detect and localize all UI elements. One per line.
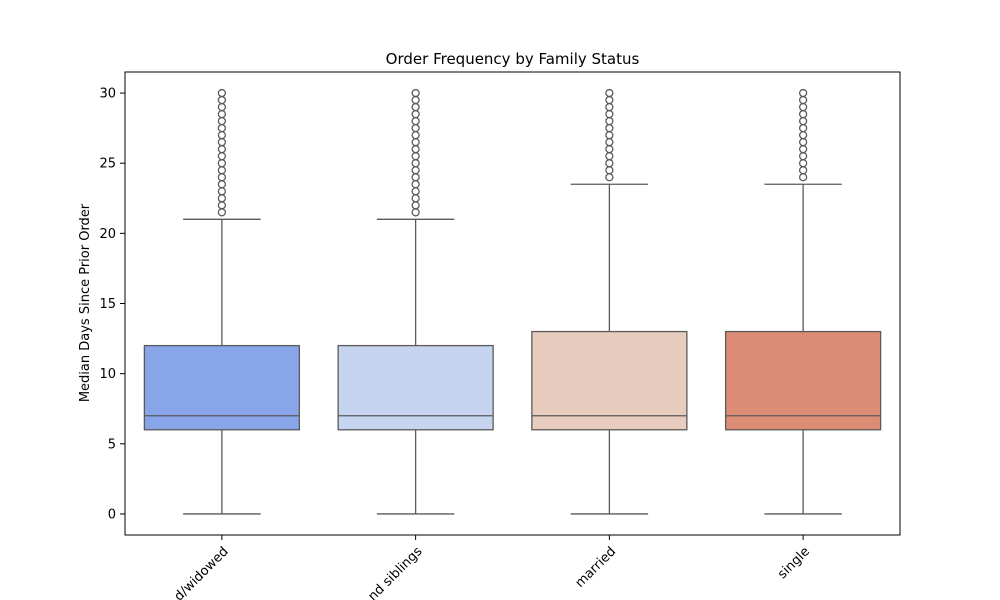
outlier-point	[411, 138, 420, 147]
outlier-point	[217, 102, 227, 112]
outlier-point	[411, 102, 420, 112]
box-iqr	[337, 344, 494, 431]
outlier-point	[411, 201, 420, 210]
outlier-point	[798, 138, 808, 147]
outlier-point	[798, 102, 808, 112]
outlier-point	[217, 123, 227, 133]
outlier-point	[605, 173, 614, 182]
x-tick-label: nd siblings	[366, 544, 426, 600]
outlier-point	[411, 166, 420, 175]
box-iqr	[724, 330, 882, 431]
outlier-point	[411, 173, 420, 182]
outlier-point	[217, 159, 227, 168]
y-tick-label: 30	[99, 87, 116, 102]
outlier-point	[798, 130, 808, 140]
outlier-point	[411, 208, 420, 217]
outlier-point	[217, 145, 227, 154]
outlier-point	[605, 102, 614, 112]
outlier-point	[798, 123, 808, 133]
x-tick-label: d/widowed	[172, 544, 232, 600]
outlier-point	[411, 88, 420, 98]
outlier-point	[798, 116, 808, 126]
outlier-point	[217, 194, 227, 203]
y-axis-label: Median Days Since Prior Order	[78, 203, 93, 402]
plot-area: d/widowed nd siblings married single	[143, 88, 882, 600]
outlier-point	[217, 130, 227, 140]
outlier-point	[605, 166, 614, 175]
outlier-point	[798, 152, 808, 161]
outlier-point	[217, 208, 227, 217]
y-tick-label: 5	[108, 437, 116, 452]
chart-title: Order Frequency by Family Status	[386, 50, 640, 68]
outlier-point	[798, 159, 808, 168]
outlier-point	[798, 173, 808, 182]
outlier-point	[605, 88, 614, 98]
axes: 0 5 10 15 20 25 30	[99, 71, 901, 540]
x-tick-label: married	[573, 544, 620, 591]
outlier-point	[605, 109, 614, 119]
y-tick-label: 25	[99, 157, 116, 172]
outlier-point	[411, 116, 420, 126]
outlier-point	[217, 173, 227, 182]
box-iqr	[143, 344, 301, 431]
box-iqr	[531, 330, 688, 431]
outlier-point	[411, 145, 420, 154]
outlier-point	[217, 180, 227, 189]
outlier-point	[217, 95, 227, 105]
outlier-point	[217, 201, 227, 210]
y-tick-label: 15	[99, 297, 116, 312]
axes-frame	[124, 71, 901, 536]
outlier-point	[605, 123, 614, 133]
outlier-point	[411, 194, 420, 203]
outlier-point	[605, 159, 614, 168]
outlier-point	[798, 166, 808, 175]
outlier-point	[217, 109, 227, 119]
box-group	[337, 88, 494, 515]
outlier-point	[605, 95, 614, 105]
y-tick-label: 0	[108, 507, 116, 522]
outlier-point	[605, 138, 614, 147]
outlier-point	[411, 130, 420, 140]
outlier-point	[798, 145, 808, 154]
outlier-point	[798, 109, 808, 119]
box-group	[531, 88, 688, 515]
outlier-point	[605, 145, 614, 154]
outlier-point	[411, 95, 420, 105]
outlier-point	[605, 116, 614, 126]
y-tick-label: 20	[99, 227, 116, 242]
outlier-point	[217, 187, 227, 196]
outlier-point	[411, 187, 420, 196]
outlier-point	[411, 152, 420, 161]
outlier-point	[411, 180, 420, 189]
box-group	[143, 88, 301, 515]
outlier-point	[217, 152, 227, 161]
outlier-point	[798, 88, 808, 98]
outlier-point	[605, 130, 614, 140]
outlier-point	[411, 159, 420, 168]
y-tick-label: 10	[99, 367, 116, 382]
outlier-point	[217, 166, 227, 175]
outlier-point	[217, 88, 227, 98]
outlier-point	[411, 109, 420, 119]
outlier-point	[411, 123, 420, 133]
outlier-point	[798, 95, 808, 105]
outlier-point	[605, 152, 614, 161]
outlier-point	[217, 138, 227, 147]
box-group	[724, 88, 882, 515]
outlier-point	[217, 116, 227, 126]
x-tick-label: single	[775, 544, 813, 582]
